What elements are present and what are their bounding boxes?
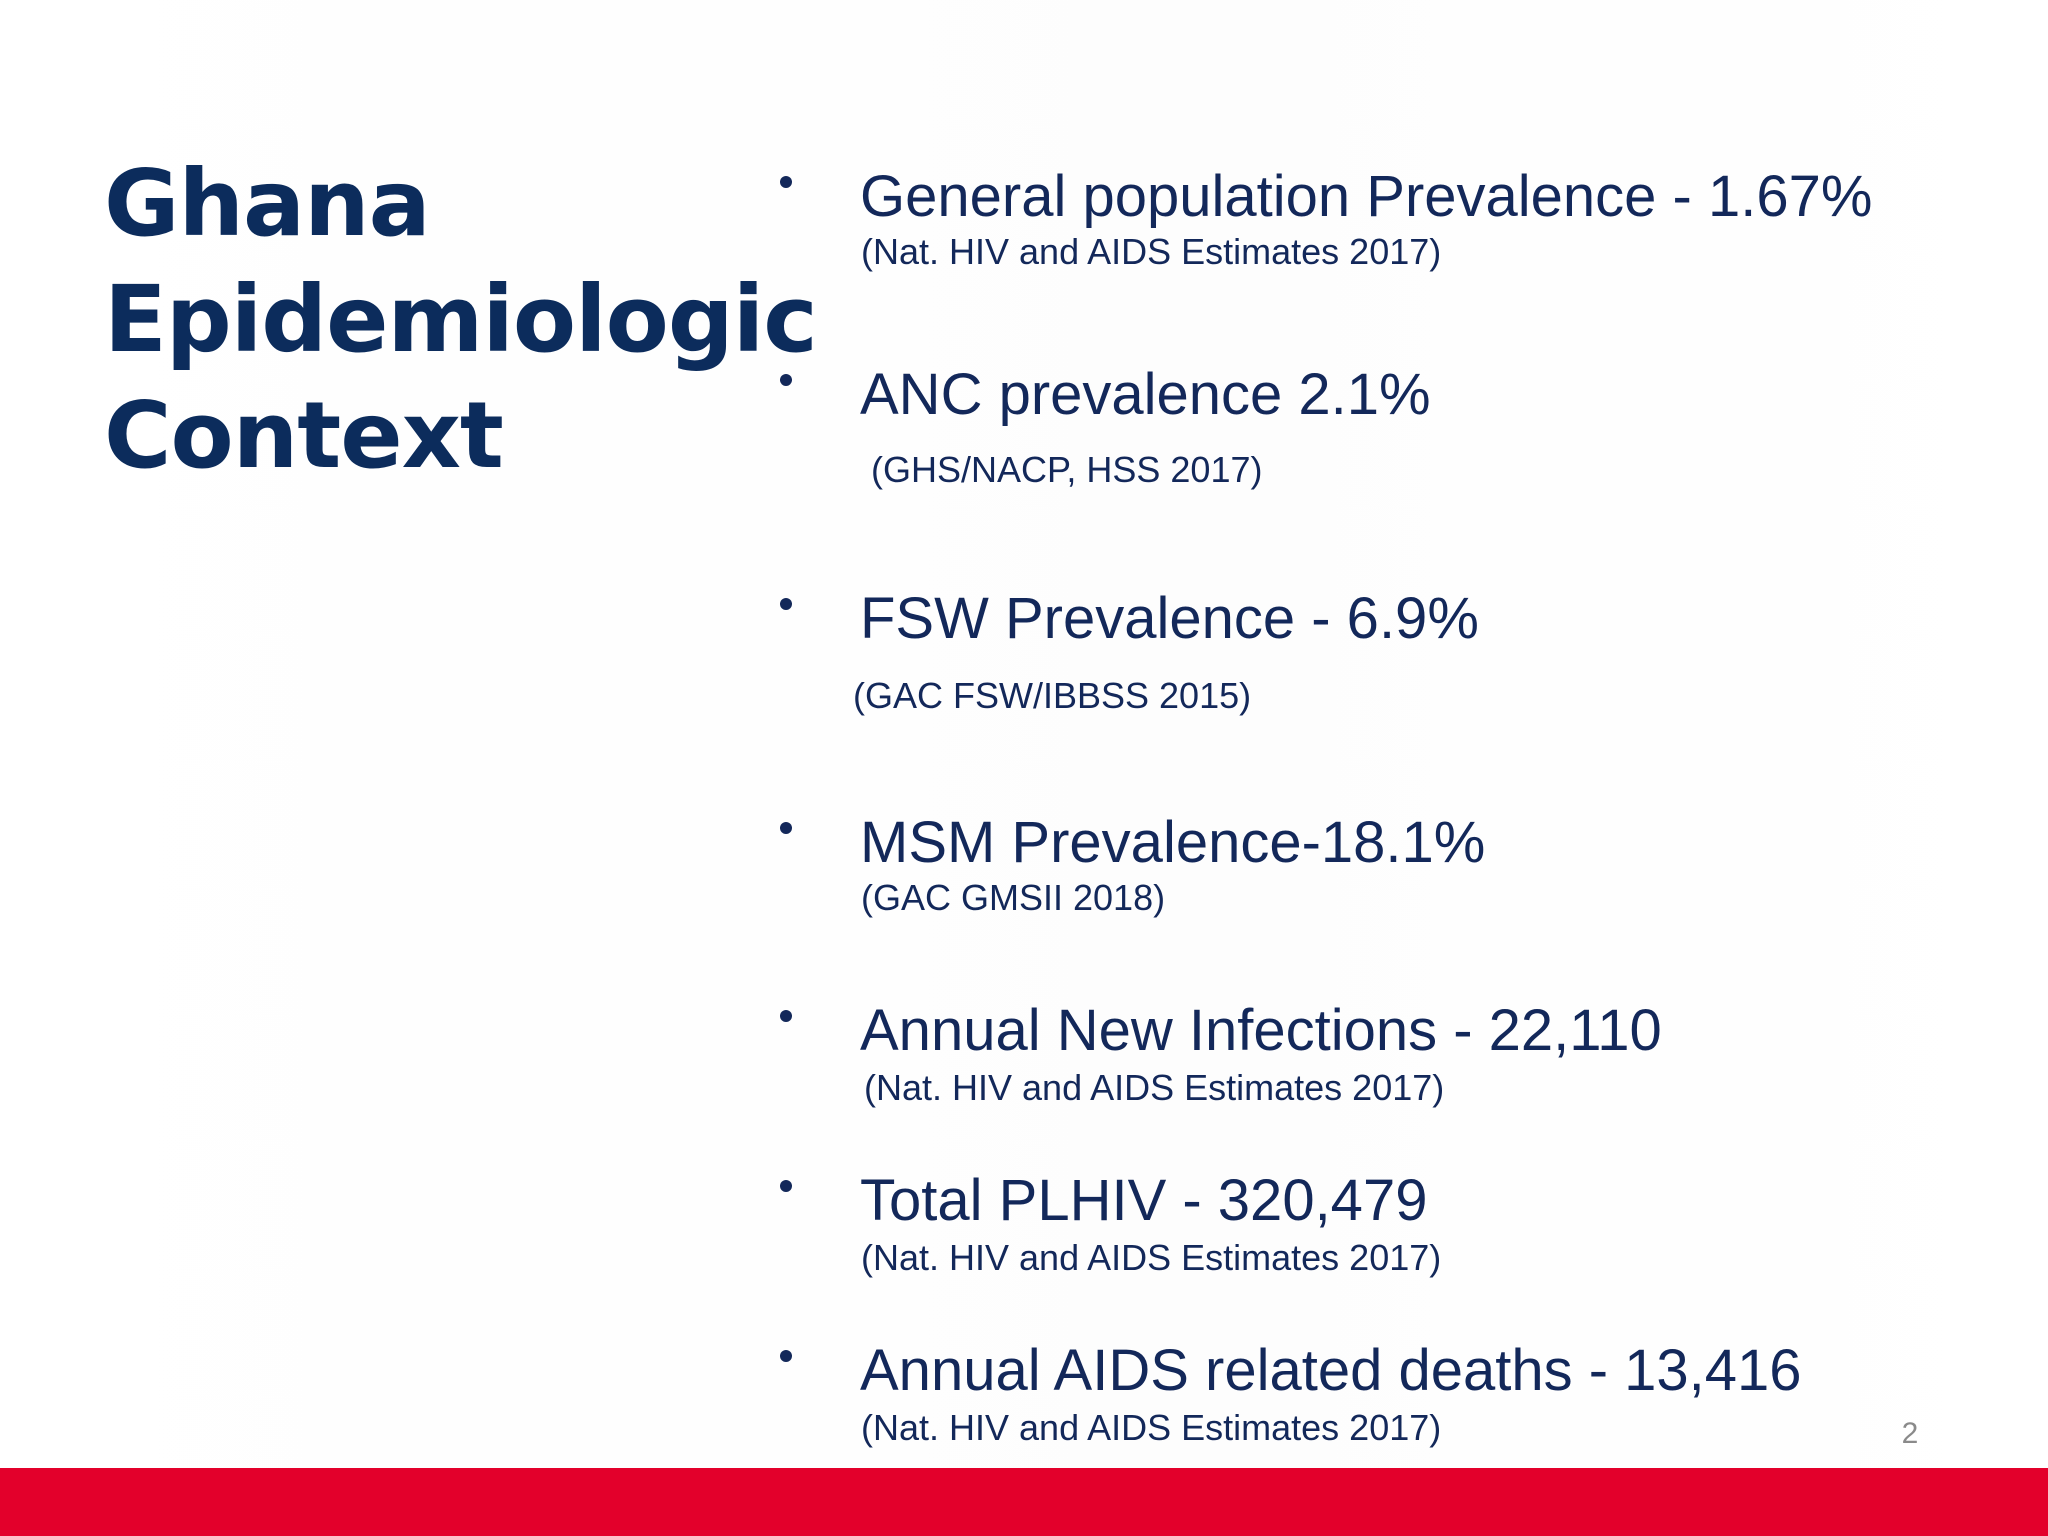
bullet-text: General population Prevalence - 1.67%	[860, 164, 1873, 229]
bullet-source: (GAC GMSII 2018)	[861, 877, 1166, 918]
bullet-dot-icon	[780, 176, 792, 188]
bullet-dot-icon	[780, 598, 792, 610]
title-line: Context	[104, 382, 504, 489]
bullet-text: Annual New Infections - 22,110	[860, 998, 1662, 1063]
bullet-text: FSW Prevalence - 6.9%	[860, 586, 1479, 651]
footer-bar	[0, 1468, 2048, 1536]
title-line: Ghana	[104, 150, 431, 257]
bullet-source: (GHS/NACP, HSS 2017)	[871, 449, 1263, 490]
bullet-dot-icon	[780, 1350, 792, 1362]
bullet-dot-icon	[780, 1010, 792, 1022]
bullet-source: (Nat. HIV and AIDS Estimates 2017)	[861, 231, 1442, 272]
slide-title: Ghana Epidemiologic Context	[104, 146, 818, 494]
bullet-source: (Nat. HIV and AIDS Estimates 2017)	[864, 1067, 1445, 1108]
bullet-text: Total PLHIV - 320,479	[860, 1168, 1428, 1233]
title-line: Epidemiologic	[104, 266, 818, 373]
bullet-dot-icon	[780, 822, 792, 834]
bullet-source: (Nat. HIV and AIDS Estimates 2017)	[861, 1237, 1442, 1278]
bullet-source: (GAC FSW/IBBSS 2015)	[853, 675, 1252, 716]
bullet-text: ANC prevalence 2.1%	[860, 362, 1431, 427]
bullet-text: MSM Prevalence-18.1%	[860, 810, 1486, 875]
bullet-dot-icon	[780, 374, 792, 386]
page-number: 2	[1901, 1417, 1919, 1450]
bullet-source: (Nat. HIV and AIDS Estimates 2017)	[861, 1407, 1442, 1448]
bullet-dot-icon	[780, 1180, 792, 1192]
bullet-text: Annual AIDS related deaths - 13,416	[860, 1338, 1802, 1403]
